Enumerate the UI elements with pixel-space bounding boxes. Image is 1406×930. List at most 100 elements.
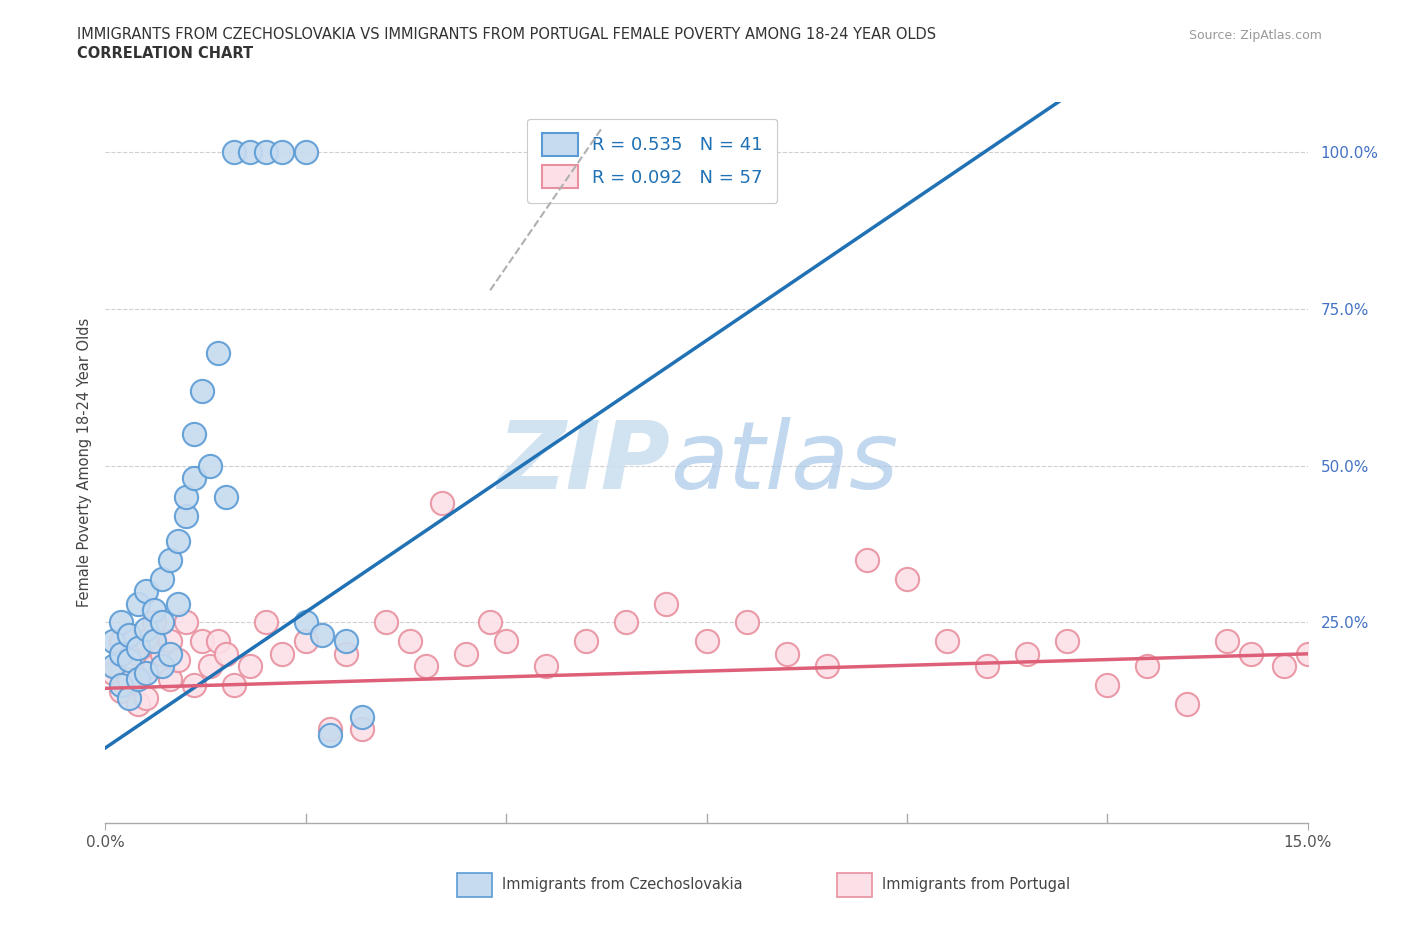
Point — [479, 615, 502, 630]
Point — [295, 615, 318, 630]
Point — [110, 678, 132, 693]
Bar — [457, 873, 492, 897]
Point — [190, 634, 212, 649]
Point — [696, 634, 718, 649]
Point — [142, 634, 165, 649]
Point — [110, 615, 132, 630]
Point — [254, 615, 277, 630]
Point — [142, 615, 165, 630]
Point — [815, 659, 838, 674]
Point — [103, 665, 125, 680]
Point — [127, 671, 149, 686]
Point — [207, 634, 229, 649]
Point — [270, 646, 292, 661]
Text: ZIP: ZIP — [498, 417, 671, 509]
Point — [222, 145, 245, 160]
Point — [110, 684, 132, 698]
Point — [936, 634, 959, 649]
Text: Immigrants from Czechoslovakia: Immigrants from Czechoslovakia — [502, 877, 742, 892]
Point — [118, 653, 141, 668]
Point — [159, 634, 181, 649]
Point — [118, 690, 141, 705]
Point — [150, 646, 173, 661]
Point — [1136, 659, 1159, 674]
Point — [415, 659, 437, 674]
Point — [1296, 646, 1319, 661]
Point — [103, 634, 125, 649]
Point — [399, 634, 422, 649]
Point — [350, 722, 373, 737]
Point — [150, 659, 173, 674]
Point — [1056, 634, 1078, 649]
Point — [214, 646, 236, 661]
Point — [616, 615, 638, 630]
Point — [183, 471, 205, 485]
Point — [295, 634, 318, 649]
Text: Immigrants from Portugal: Immigrants from Portugal — [882, 877, 1070, 892]
Bar — [837, 873, 872, 897]
Point — [166, 534, 188, 549]
Legend: R = 0.535   N = 41, R = 0.092   N = 57: R = 0.535 N = 41, R = 0.092 N = 57 — [527, 118, 778, 203]
Point — [190, 383, 212, 398]
Point — [374, 615, 398, 630]
Point — [1272, 659, 1295, 674]
Point — [150, 615, 173, 630]
Point — [159, 552, 181, 567]
Point — [127, 697, 149, 711]
Point — [214, 490, 236, 505]
Point — [118, 671, 141, 686]
Point — [1216, 634, 1239, 649]
Point — [198, 659, 221, 674]
Text: Source: ZipAtlas.com: Source: ZipAtlas.com — [1188, 29, 1322, 42]
Point — [311, 628, 333, 643]
Text: IMMIGRANTS FROM CZECHOSLOVAKIA VS IMMIGRANTS FROM PORTUGAL FEMALE POVERTY AMONG : IMMIGRANTS FROM CZECHOSLOVAKIA VS IMMIGR… — [77, 27, 936, 42]
Point — [335, 634, 357, 649]
Point — [495, 634, 517, 649]
Point — [142, 603, 165, 618]
Point — [776, 646, 799, 661]
Point — [896, 571, 918, 586]
Point — [319, 722, 342, 737]
Point — [239, 659, 262, 674]
Point — [454, 646, 477, 661]
Point — [159, 671, 181, 686]
Point — [222, 678, 245, 693]
Point — [135, 665, 157, 680]
Point — [103, 659, 125, 674]
Point — [976, 659, 998, 674]
Point — [655, 596, 678, 611]
Point — [855, 552, 877, 567]
Point — [350, 709, 373, 724]
Point — [166, 653, 188, 668]
Point — [127, 596, 149, 611]
Point — [270, 145, 292, 160]
Point — [335, 646, 357, 661]
Point — [127, 646, 149, 661]
Point — [183, 678, 205, 693]
Point — [150, 571, 173, 586]
Point — [174, 490, 197, 505]
Point — [174, 509, 197, 524]
Point — [239, 145, 262, 160]
Point — [142, 659, 165, 674]
Point — [254, 145, 277, 160]
Point — [118, 628, 141, 643]
Point — [1177, 697, 1199, 711]
Point — [110, 634, 132, 649]
Point — [735, 615, 758, 630]
Point — [159, 646, 181, 661]
Point — [127, 640, 149, 655]
Point — [118, 628, 141, 643]
Text: atlas: atlas — [671, 418, 898, 508]
Point — [1240, 646, 1263, 661]
Point — [319, 728, 342, 743]
Point — [166, 596, 188, 611]
Point — [135, 621, 157, 636]
Point — [183, 427, 205, 442]
Point — [1097, 678, 1119, 693]
Point — [295, 145, 318, 160]
Text: CORRELATION CHART: CORRELATION CHART — [77, 46, 253, 60]
Point — [135, 634, 157, 649]
Point — [1017, 646, 1039, 661]
Point — [174, 615, 197, 630]
